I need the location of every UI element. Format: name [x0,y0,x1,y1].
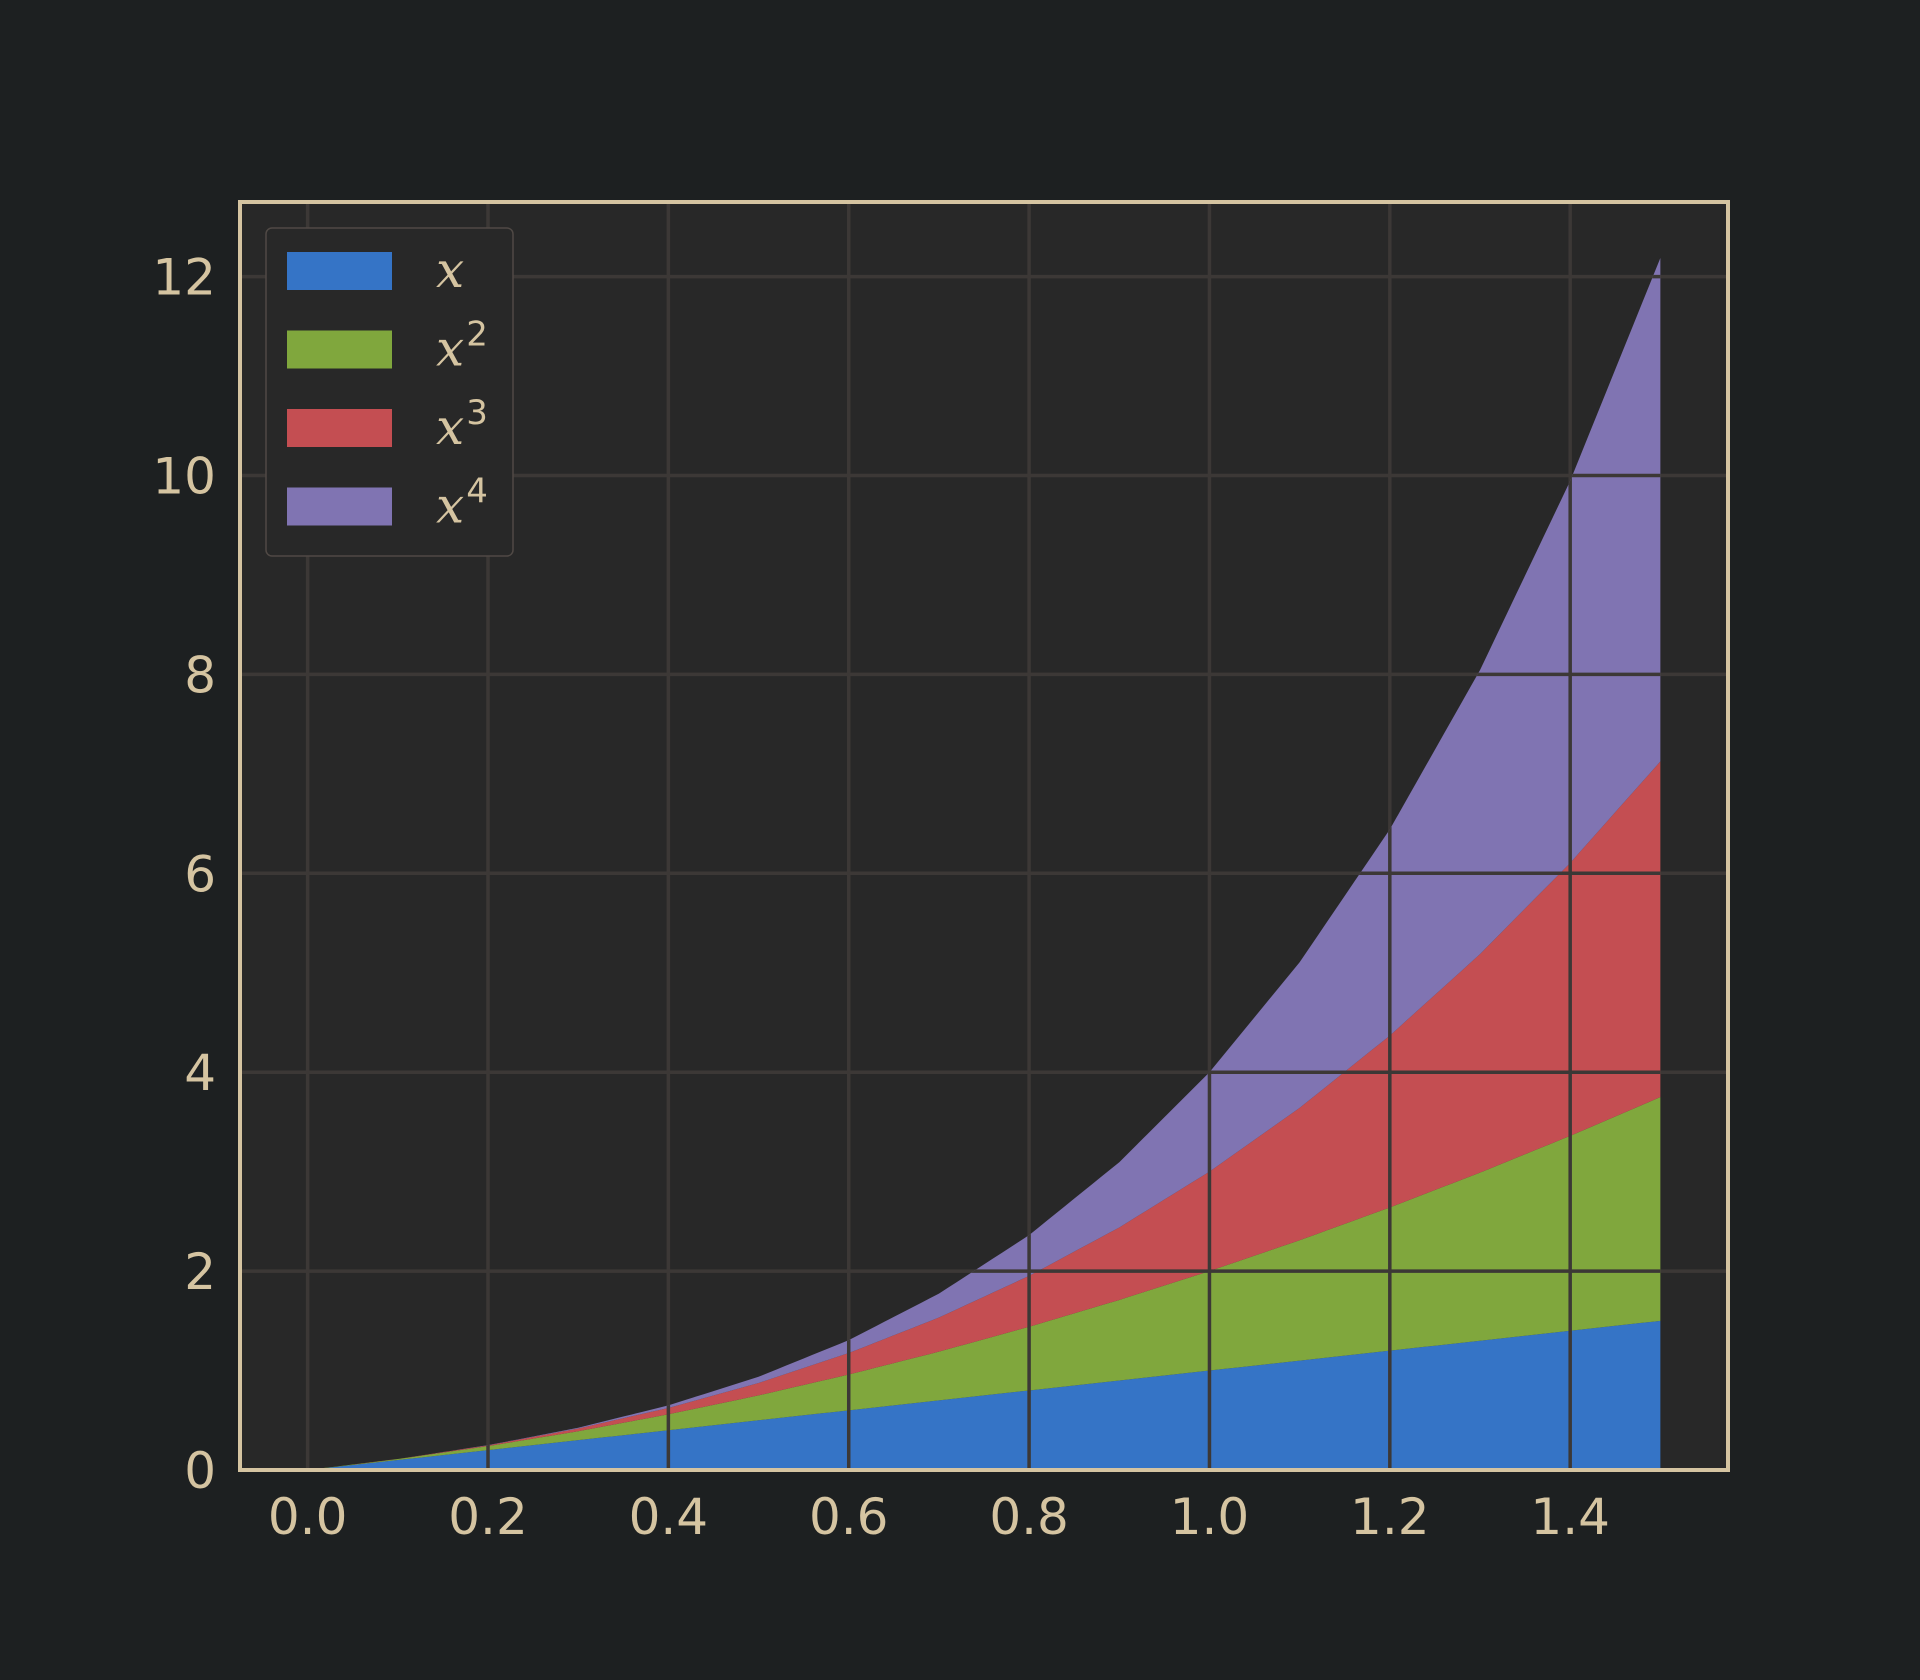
y-axis-ticks: 0 2 4 6 8 10 12 [152,249,216,1500]
y-tick-label: 0 [184,1442,216,1500]
legend-label: x3 [436,393,488,456]
legend-label: x [436,241,464,299]
y-tick-label: 8 [184,646,216,704]
plot-frame [238,200,1730,1472]
x-tick-label: 0.6 [809,1488,889,1546]
x-axis-ticks: 0.0 0.2 0.4 0.6 0.8 1.0 1.2 1.4 [268,1488,1610,1546]
x-tick-label: 0.4 [629,1488,709,1546]
legend-swatch [287,487,392,526]
legend-label: x4 [436,472,488,535]
y-tick-label: 12 [152,249,216,307]
legend-swatch [287,252,392,290]
x-tick-label: 1.4 [1530,1488,1610,1546]
x-tick-label: 0.8 [989,1488,1069,1546]
x-tick-label: 1.0 [1170,1488,1250,1546]
y-tick-label: 4 [184,1044,216,1102]
x-tick-label: 0.0 [268,1488,348,1546]
legend: x x2 x3 x4 [265,227,514,557]
y-tick-label: 10 [152,447,216,505]
x-tick-label: 1.2 [1350,1488,1430,1546]
y-tick-label: 6 [184,845,216,903]
legend-label: x2 [436,315,488,378]
y-tick-label: 2 [184,1243,216,1301]
x-tick-label: 0.2 [448,1488,528,1546]
legend-swatch [287,330,392,369]
legend-box [265,227,514,557]
legend-swatch [287,409,392,447]
